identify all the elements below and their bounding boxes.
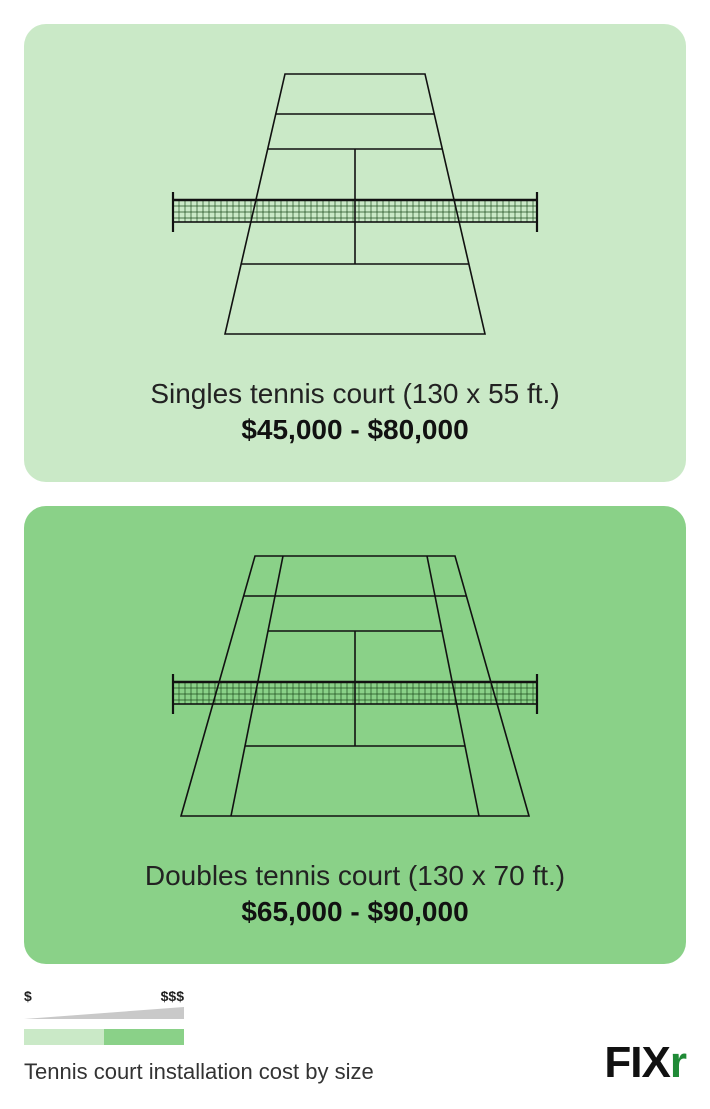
- card-price: $65,000 - $90,000: [241, 896, 468, 928]
- cost-card-1: Doubles tennis court (130 x 70 ft.) $65,0…: [24, 506, 686, 964]
- card-title: Doubles tennis court (130 x 70 ft.): [145, 860, 565, 892]
- logo-r: r: [670, 1041, 686, 1085]
- tennis-court-diagram: [135, 536, 575, 836]
- legend-bar: [24, 1029, 184, 1045]
- footer-row: $$$$Tennis court installation cost by si…: [24, 988, 686, 1085]
- fixr-logo: FIXr: [604, 1041, 686, 1085]
- legend-segment: [24, 1029, 104, 1045]
- caption: Tennis court installation cost by size: [24, 1059, 604, 1085]
- tennis-court-diagram: [135, 54, 575, 354]
- legend-labels: $$$$: [24, 988, 184, 1004]
- legend-segment: [104, 1029, 184, 1045]
- legend-wedge-icon: [24, 1006, 184, 1020]
- cost-card-0: Singles tennis court (130 x 55 ft.) $45,0…: [24, 24, 686, 482]
- card-title: Singles tennis court (130 x 55 ft.): [150, 378, 559, 410]
- legend-low: $: [24, 988, 32, 1004]
- legend-high: $$$: [161, 988, 184, 1004]
- logo-text: FIX: [604, 1041, 669, 1085]
- card-price: $45,000 - $80,000: [241, 414, 468, 446]
